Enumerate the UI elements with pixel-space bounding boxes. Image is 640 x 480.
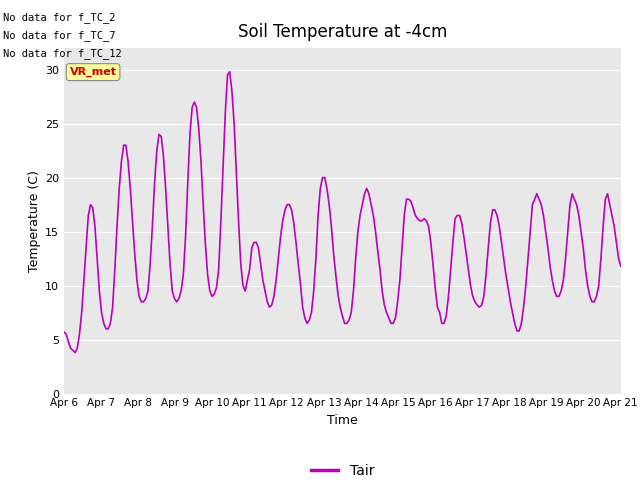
- X-axis label: Time: Time: [327, 414, 358, 427]
- Text: No data for f_TC_12: No data for f_TC_12: [3, 48, 122, 60]
- Text: No data for f_TC_2: No data for f_TC_2: [3, 12, 116, 23]
- Title: Soil Temperature at -4cm: Soil Temperature at -4cm: [237, 23, 447, 41]
- Legend: Tair: Tair: [305, 458, 380, 480]
- Y-axis label: Temperature (C): Temperature (C): [28, 170, 41, 272]
- Text: VR_met: VR_met: [70, 67, 116, 77]
- Text: No data for f_TC_7: No data for f_TC_7: [3, 30, 116, 41]
